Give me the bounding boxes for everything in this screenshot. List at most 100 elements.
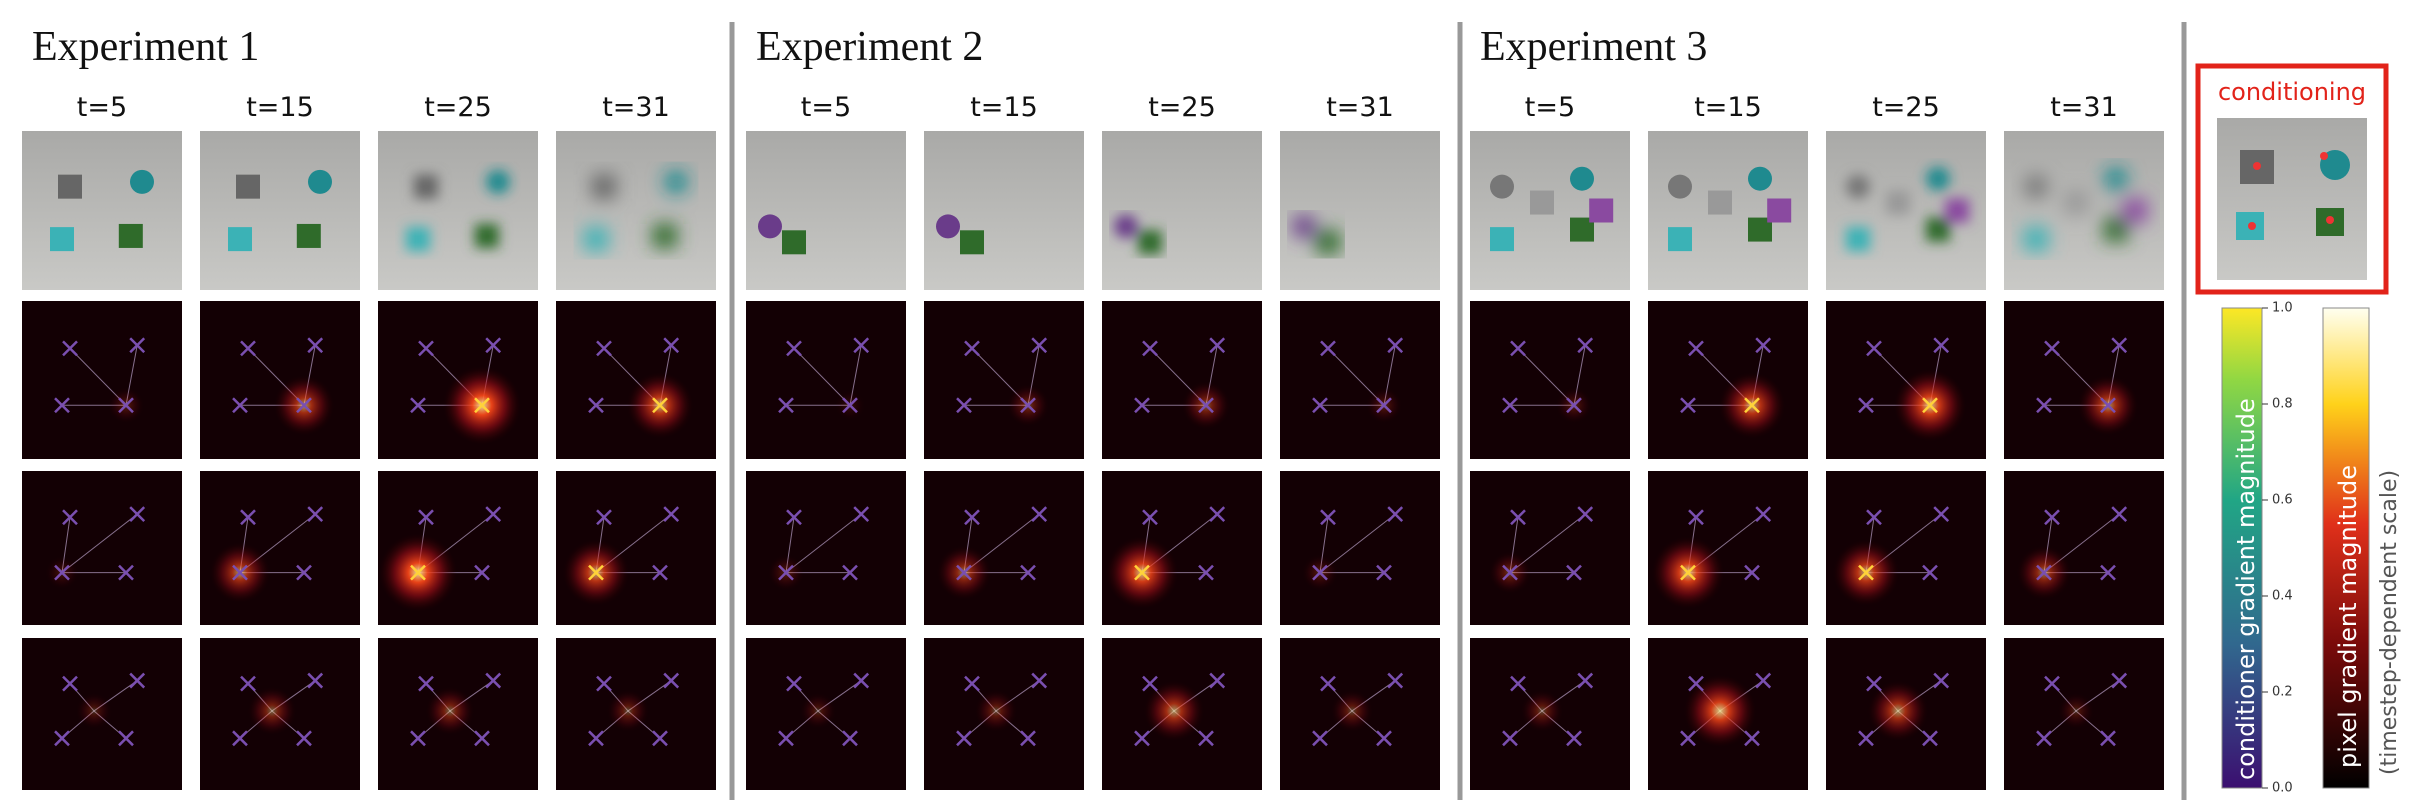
x-marker: [410, 730, 426, 747]
tick-label: 0.2: [2272, 685, 2293, 700]
x-marker: [596, 340, 612, 357]
x-marker: [1680, 397, 1696, 414]
experiment-title: Experiment 1: [32, 24, 259, 70]
x-marker: [652, 397, 668, 414]
marker: [2326, 216, 2334, 224]
x-marker: [956, 730, 972, 747]
x-marker: [1031, 337, 1048, 354]
objects: [1114, 214, 1162, 255]
object: [1138, 230, 1162, 255]
x-marker: [596, 509, 612, 526]
x-marker: [1933, 337, 1950, 354]
heatmap: [22, 471, 182, 625]
gradient-glow: [1144, 680, 1204, 741]
x-marker: [1510, 509, 1526, 526]
objects: [584, 169, 688, 252]
x-marker: [1566, 564, 1582, 581]
heatmap: [1648, 301, 1808, 459]
timestep-label: t=5: [801, 92, 851, 123]
gradient-glow: [76, 692, 112, 729]
object: [414, 174, 438, 199]
generated-image: [746, 131, 906, 290]
x-marker: [485, 672, 502, 689]
marker: [2320, 152, 2328, 160]
x-marker: [1198, 564, 1214, 581]
x-marker: [240, 675, 256, 692]
x-marker: [1020, 730, 1036, 747]
x-marker: [1209, 337, 1226, 354]
x-marker: [54, 730, 70, 747]
x-marker: [1688, 509, 1704, 526]
x-marker: [1320, 675, 1336, 692]
x-marker: [1387, 337, 1404, 354]
x-marker: [1866, 509, 1882, 526]
x-marker: [1209, 672, 1226, 689]
x-marker: [410, 397, 426, 414]
x-marker: [307, 337, 324, 354]
object: [1767, 198, 1792, 223]
x-marker: [1376, 564, 1392, 581]
objects: [228, 169, 332, 252]
x-marker: [652, 730, 668, 747]
x-marker: [1680, 730, 1696, 747]
gradient-glow: [800, 692, 836, 729]
x-marker: [1566, 730, 1582, 747]
object: [118, 223, 143, 248]
x-marker: [778, 397, 794, 414]
x-marker: [842, 397, 858, 414]
timestep-label: t=5: [77, 92, 127, 123]
object: [758, 214, 782, 239]
tick-label: 0.0: [2272, 781, 2293, 796]
x-marker: [1134, 397, 1150, 414]
x-marker: [1142, 675, 1158, 692]
object: [1589, 198, 1614, 223]
object: [936, 214, 960, 239]
experiment-title: Experiment 3: [1480, 24, 1707, 70]
heatmap: [924, 471, 1084, 625]
heatmap: [2004, 471, 2164, 625]
x-marker: [2100, 397, 2116, 414]
x-marker: [129, 672, 146, 689]
object: [960, 230, 984, 255]
object: [1316, 230, 1340, 255]
x-marker: [1577, 672, 1594, 689]
timestep-label: t=25: [1148, 92, 1216, 123]
x-marker: [485, 337, 502, 354]
colorbar: [2322, 307, 2370, 789]
x-marker: [1198, 397, 1214, 414]
objects: [406, 169, 510, 252]
x-marker: [1577, 337, 1594, 354]
x-marker: [1510, 340, 1526, 357]
heatmap: [924, 301, 1084, 459]
generated-image: [22, 131, 182, 290]
object: [130, 169, 154, 194]
x-marker: [296, 397, 312, 414]
x-marker: [307, 672, 324, 689]
objects: [936, 214, 984, 255]
objects: [1668, 166, 1792, 252]
colorbar-label: conditioner gradient magnitude: [2232, 398, 2260, 780]
x-marker: [1688, 675, 1704, 692]
generated-image: [924, 131, 1084, 290]
tick-label: 0.4: [2272, 589, 2293, 604]
tick-label: 0.6: [2272, 493, 2293, 508]
x-marker: [1744, 564, 1760, 581]
object: [1886, 190, 1910, 215]
object: [584, 227, 608, 252]
object: [1668, 227, 1692, 252]
tick-label: 1.0: [2272, 301, 2293, 316]
x-marker: [956, 564, 972, 581]
x-marker: [1312, 564, 1328, 581]
x-marker: [1387, 506, 1404, 523]
x-marker: [1031, 672, 1048, 689]
x-marker: [240, 340, 256, 357]
x-marker: [853, 506, 870, 523]
x-marker: [1933, 506, 1950, 523]
x-marker: [1744, 397, 1760, 414]
object: [58, 174, 82, 199]
object: [1945, 198, 1970, 223]
object: [296, 223, 321, 248]
generated-image: [1102, 131, 1262, 290]
x-marker: [1142, 509, 1158, 526]
x-marker: [1312, 397, 1328, 414]
